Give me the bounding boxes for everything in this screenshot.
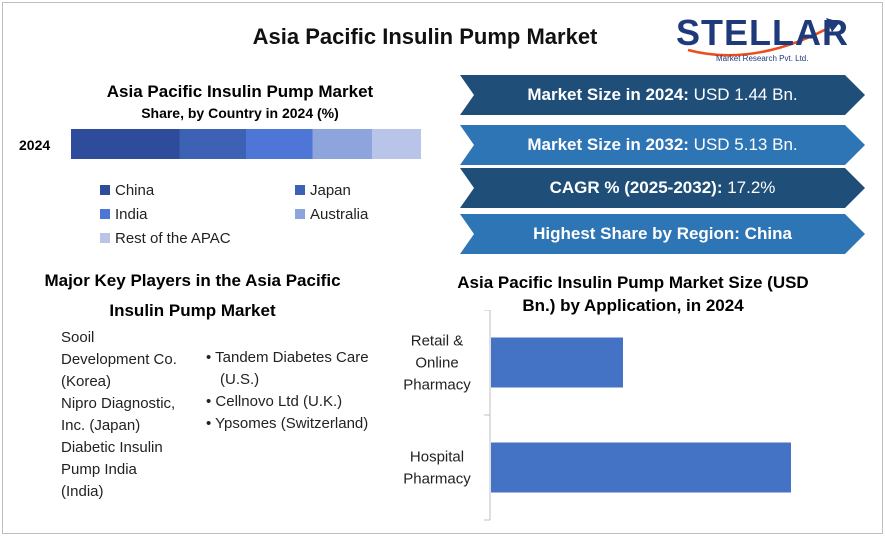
legend-swatch [295, 185, 305, 196]
banner-arrow-shape [460, 125, 865, 165]
legend-swatch [100, 209, 110, 220]
key-player-item: • Cellnovo Ltd (U.K.) [206, 393, 343, 410]
legend-item: India [100, 206, 148, 223]
legend-label: China [115, 182, 155, 199]
stat-banner: Market Size in 2032: USD 5.13 Bn. [460, 125, 865, 165]
banner-value: 17.2% [722, 178, 776, 197]
share-chart-subtitle: Share, by Country in 2024 (%) [141, 105, 339, 121]
stellar-logo: STELLAR Market Research Pvt. Ltd. [676, 10, 849, 68]
share-segment-china [71, 129, 180, 159]
banner-value: USD 1.44 Bn. [688, 85, 798, 104]
stat-banner: Market Size in 2024: USD 1.44 Bn. [460, 75, 865, 115]
key-player-item: • Ypsomes (Switzerland) [206, 415, 369, 432]
application-chart-title: Asia Pacific Insulin Pump Market Size (U… [457, 273, 809, 315]
banner-label: Market Size in 2024: [527, 85, 689, 104]
category-tick-label: Hospital Pharmacy [403, 449, 471, 488]
legend-swatch [295, 209, 305, 220]
legend-item: China [100, 182, 154, 199]
legend-swatch [100, 185, 110, 196]
share-segment-rest-of-the-apac [372, 129, 421, 159]
legend-label: Japan [310, 182, 351, 199]
banner-label: Highest Share by Region: China [533, 224, 792, 243]
banner-arrow-shape [460, 214, 865, 254]
key-player-item: Sooil Development Co. (Korea) [61, 329, 177, 390]
legend-label: Rest of the APAC [115, 230, 231, 247]
stat-banner: CAGR % (2025-2032): 17.2% [460, 168, 865, 208]
key-players-title: Major Key Players in the Asia Pacific In… [44, 271, 341, 320]
banner-text: Highest Share by Region: China [533, 224, 792, 244]
share-segment-australia [312, 129, 372, 159]
banner-text: CAGR % (2025-2032): 17.2% [550, 178, 776, 198]
legend-swatch [100, 233, 110, 244]
legend-item: Rest of the APAC [100, 230, 231, 247]
key-player-item: Diabetic Insulin Pump India (India) [61, 439, 163, 500]
logo-swoosh-icon [687, 18, 840, 57]
legend-label: India [115, 206, 148, 223]
key-players-right-list: • Tandem Diabetes Care (U.S.) • Cellnovo … [206, 347, 386, 435]
application-bar [491, 442, 791, 493]
key-player-item: • Tandem Diabetes Care (U.S.) [206, 349, 369, 388]
stat-banner: Highest Share by Region: China [460, 214, 865, 254]
logo-text: STELLAR [676, 12, 849, 53]
share-segment-japan [179, 129, 246, 159]
banner-arrow-shape [460, 75, 865, 115]
banner-text: Market Size in 2024: USD 1.44 Bn. [527, 85, 797, 105]
application-bar [491, 337, 623, 388]
banner-value: USD 5.13 Bn. [688, 135, 798, 154]
legend-label: Australia [310, 206, 369, 223]
key-players-left-list: Sooil Development Co. (Korea) Nipro Diagn… [61, 327, 181, 503]
banner-text: Market Size in 2032: USD 5.13 Bn. [527, 135, 797, 155]
application-bar-chart: Retail & Online Pharmacy Hospital Pharmacy [403, 310, 791, 521]
category-tick-label: Retail & Online Pharmacy [403, 333, 471, 394]
banner-label: Market Size in 2032: [527, 135, 689, 154]
legend-item: Japan [295, 182, 351, 199]
banner-arrow-shape [460, 168, 865, 208]
share-category-label: 2024 [19, 137, 51, 153]
logo-subtitle: Market Research Pvt. Ltd. [716, 54, 809, 63]
share-chart-title: Asia Pacific Insulin Pump Market [106, 82, 374, 101]
legend-item: Australia [295, 206, 368, 223]
share-stacked-bar [71, 129, 421, 159]
key-player-item: Nipro Diagnostic, Inc. (Japan) [61, 395, 176, 434]
banner-label: CAGR % (2025-2032): [549, 178, 723, 197]
share-segment-india [246, 129, 313, 159]
page-title: Asia Pacific Insulin Pump Market [252, 24, 598, 49]
